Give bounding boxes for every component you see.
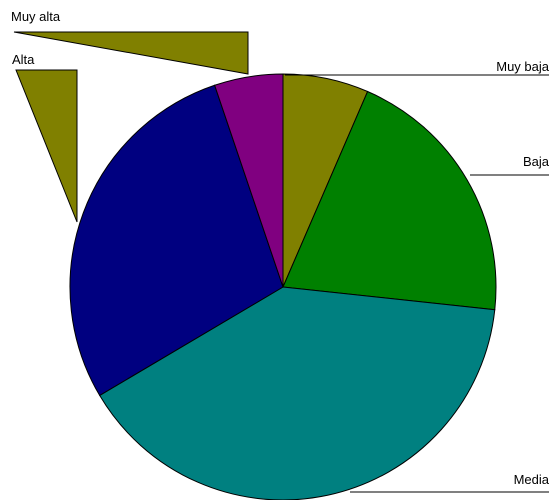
slice-alta xyxy=(69,84,284,397)
slice-baja xyxy=(282,90,497,311)
label-media: Media xyxy=(514,472,550,487)
leader-lines xyxy=(13,31,549,493)
slice-labels: Muy baja Baja Media Alta Muy alta xyxy=(11,9,550,487)
leader-muy-alta xyxy=(13,31,249,75)
label-muy-alta: Muy alta xyxy=(11,9,61,24)
slice-muy-alta xyxy=(214,73,284,288)
label-alta: Alta xyxy=(12,52,35,67)
label-muy-baja: Muy baja xyxy=(496,59,550,74)
pie-slices xyxy=(69,73,497,500)
leader-alta xyxy=(15,69,78,223)
slice-media xyxy=(98,286,496,500)
label-baja: Baja xyxy=(523,154,550,169)
